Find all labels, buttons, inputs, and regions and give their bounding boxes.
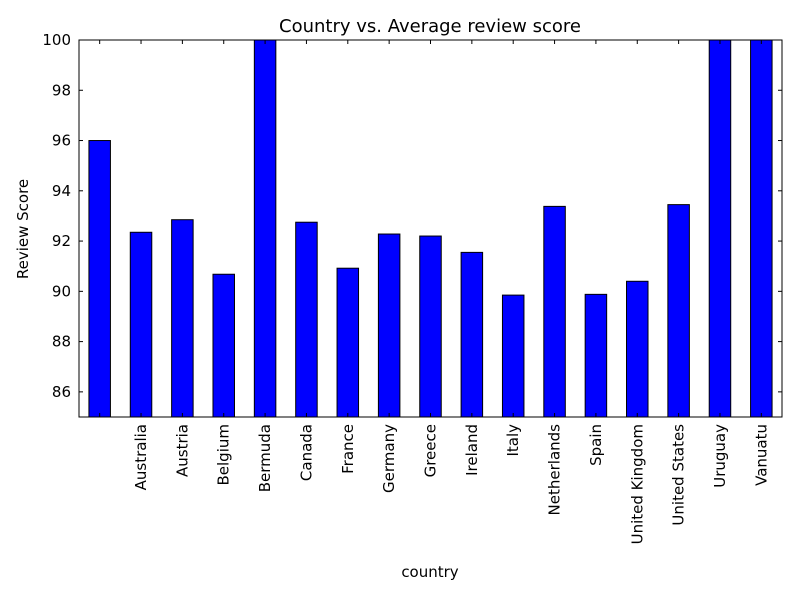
x-tick-label: Belgium <box>215 424 233 486</box>
x-tick-label: France <box>339 424 357 474</box>
x-tick-label: Greece <box>422 424 440 477</box>
y-axis-ticks: 86 88 90 92 94 96 98 100 <box>42 31 782 401</box>
bar-united-states <box>667 204 690 418</box>
bar-austria <box>171 219 194 418</box>
y-tick-label: 88 <box>52 333 71 351</box>
bar-italy <box>501 294 525 418</box>
x-tick-label: Canada <box>297 424 315 481</box>
x-tick-label: Uruguay <box>711 424 729 488</box>
x-axis-ticks: Australia Austria Belgium Bermuda Canada Fran… <box>99 40 770 544</box>
bar-uruguay <box>708 39 732 418</box>
x-tick-label: United Kingdom <box>628 424 646 544</box>
bar-ireland <box>460 251 484 418</box>
bars-group <box>88 39 773 418</box>
y-tick-label: 98 <box>52 81 71 99</box>
y-tick-label: 94 <box>52 182 71 200</box>
chart-title: Country vs. Average review score <box>279 16 581 37</box>
bar-netherlands <box>543 205 566 418</box>
y-tick-label: 90 <box>52 282 71 300</box>
bar-australia <box>129 231 153 418</box>
y-tick-label: 96 <box>52 132 71 150</box>
bar-bermuda <box>253 39 277 418</box>
bar-greece <box>419 235 442 418</box>
x-tick-label: Australia <box>132 424 150 490</box>
bar-unlabeled <box>88 140 111 418</box>
x-tick-label: United States <box>670 424 688 526</box>
x-tick-label: Spain <box>587 424 605 466</box>
x-tick-label: Ireland <box>463 424 481 476</box>
y-tick-label: 86 <box>52 383 71 401</box>
x-tick-label: Netherlands <box>546 424 564 516</box>
bar-united-kingdom <box>626 280 649 418</box>
y-tick-label: 92 <box>52 232 71 250</box>
x-tick-label: Vanuatu <box>752 424 770 486</box>
bar-canada <box>295 221 318 418</box>
x-tick-label: Bermuda <box>256 424 274 492</box>
bar-germany <box>377 233 401 418</box>
y-axis-label: Review Score <box>14 179 32 279</box>
bar-belgium <box>212 273 235 418</box>
x-tick-label: Germany <box>380 424 398 493</box>
x-axis-label: country <box>401 563 458 581</box>
bar-vanuatu <box>750 39 773 418</box>
x-tick-label: Austria <box>173 424 191 477</box>
bar-france <box>336 267 360 418</box>
y-tick-label: 100 <box>42 31 71 49</box>
bar-spain <box>584 293 608 418</box>
x-tick-label: Italy <box>504 424 522 457</box>
